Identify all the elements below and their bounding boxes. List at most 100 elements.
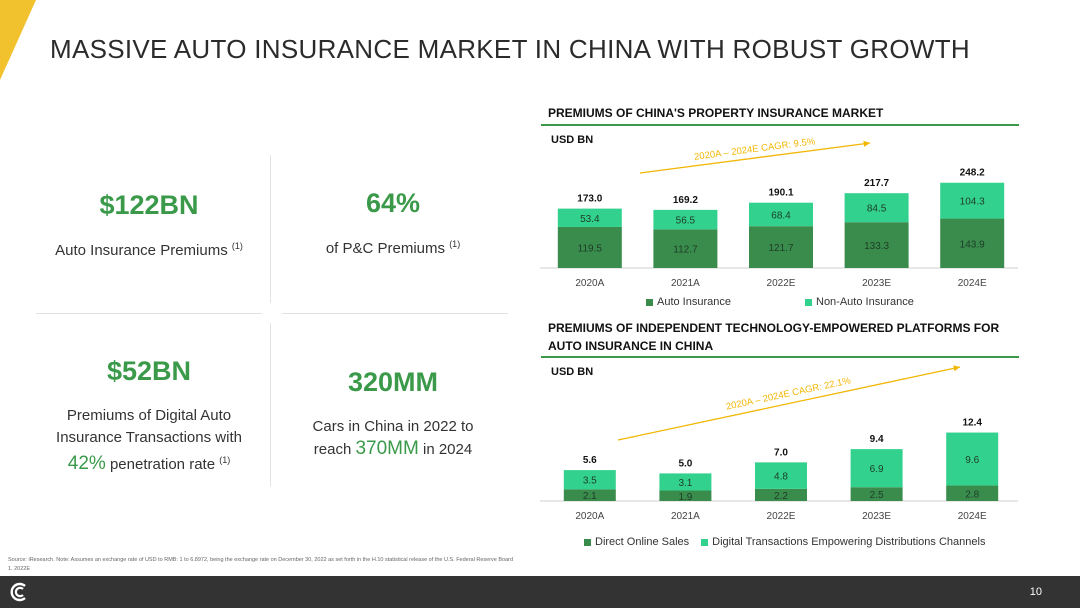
- data-label: 9.6: [965, 455, 979, 466]
- category-tick-label: 2023E: [862, 511, 891, 522]
- data-label: 2.2: [774, 491, 788, 502]
- stat-pc-share: 64% of P&C Premiums (1): [280, 188, 506, 260]
- bar-segment-auto-insurance: [940, 218, 1005, 268]
- category-tick-label: 2023E: [862, 278, 891, 289]
- legend-item: Auto Insurance: [646, 296, 731, 308]
- bar-segment-non-auto-insurance: [653, 209, 718, 230]
- category-tick-label: 2022E: [767, 278, 796, 289]
- bar-segment-auto-insurance: [653, 229, 718, 268]
- data-label: 1.9: [678, 492, 692, 503]
- total-label: 173.0: [577, 194, 602, 205]
- data-label: 68.4: [771, 210, 791, 221]
- legend-item: Non-Auto Insurance: [805, 296, 914, 308]
- stat-value: 320MM: [347, 367, 439, 397]
- stat-desc: Premiums of Digital Auto Insurance Trans…: [56, 407, 242, 474]
- divider: [282, 313, 508, 314]
- category-tick-label: 2020A: [575, 278, 604, 289]
- bar-segment-digital-transactions-empowering-distributions-channels: [659, 473, 712, 491]
- stat-desc: Cars in China in 2022 to reach 370MM in …: [312, 418, 474, 459]
- stat-digital-premiums: $52BN Premiums of Digital Auto Insurance…: [36, 356, 262, 476]
- category-tick-label: 2024E: [958, 511, 987, 522]
- bar-segment-non-auto-insurance: [749, 202, 813, 227]
- divider: [36, 313, 262, 314]
- chart1-rule: [541, 124, 1019, 126]
- data-label: 6.9: [870, 464, 884, 475]
- bar-segment-non-auto-insurance: [557, 208, 622, 227]
- chart2-rule: [541, 356, 1019, 358]
- divider: [270, 323, 271, 486]
- divider: [270, 155, 271, 303]
- stat-auto-premiums: $122BN Auto Insurance Premiums (1): [36, 190, 262, 262]
- bar-segment-direct-online-sales: [563, 489, 616, 501]
- chart1-unit: USD BN: [551, 134, 594, 146]
- stat-desc: of P&C Premiums (1): [325, 239, 461, 257]
- stat-desc: Auto Insurance Premiums (1): [55, 241, 243, 259]
- corner-accent: [0, 0, 36, 80]
- cagr-label: 2020A – 2024E CAGR: 9.5%: [693, 136, 816, 163]
- bar-segment-non-auto-insurance: [844, 193, 909, 223]
- bar-segment-direct-online-sales: [946, 485, 999, 501]
- category-tick-label: 2024E: [958, 278, 987, 289]
- total-label: 9.4: [870, 434, 884, 445]
- total-label: 12.4: [962, 418, 982, 429]
- bar-segment-direct-online-sales: [850, 487, 903, 501]
- source-note: Source: iResearch. Note: Assumes an exch…: [8, 557, 514, 572]
- bar-segment-auto-insurance: [844, 222, 909, 268]
- data-label: 3.5: [583, 476, 597, 487]
- page-title: MASSIVE AUTO INSURANCE MARKET IN CHINA W…: [50, 34, 970, 64]
- stat-value: $122BN: [99, 190, 199, 220]
- legend-item: Direct Online Sales: [584, 536, 689, 548]
- bar-segment-digital-transactions-empowering-distributions-channels: [755, 462, 807, 489]
- bar-segment-direct-online-sales: [755, 488, 807, 501]
- cagr-arrow-line: [617, 366, 961, 441]
- bar-segment-digital-transactions-empowering-distributions-channels: [850, 449, 903, 488]
- category-tick-label: 2020A: [575, 511, 604, 522]
- data-label: 4.8: [774, 472, 788, 483]
- total-label: 5.6: [583, 455, 597, 466]
- chart1-plot: 119.5 53.4 173.0 2020A 112.7 56.5 169.2 2021A 12…: [540, 136, 1018, 289]
- category-tick-label: 2022E: [767, 511, 796, 522]
- data-label: 3.1: [678, 478, 692, 489]
- bar-segment-digital-transactions-empowering-distributions-channels: [563, 470, 616, 490]
- data-label: 119.5: [578, 243, 603, 254]
- total-label: 5.0: [678, 458, 692, 469]
- total-label: 169.2: [673, 195, 698, 206]
- stat-value: $52BN: [106, 356, 192, 386]
- data-label: 53.4: [580, 214, 600, 225]
- legend-item: Digital Transactions Empowering Distribu…: [701, 536, 985, 548]
- data-label: 121.7: [768, 243, 793, 254]
- chart1-title: PREMIUMS OF CHINA'S PROPERTY INSURANCE M…: [548, 106, 884, 120]
- data-label: 143.9: [960, 239, 985, 250]
- bar-segment-auto-insurance: [557, 226, 622, 268]
- total-label: 7.0: [774, 447, 788, 458]
- category-tick-label: 2021A: [671, 278, 700, 289]
- total-label: 190.1: [768, 188, 793, 199]
- data-label: 2.8: [965, 489, 979, 500]
- cagr-arrow-line: [639, 142, 871, 174]
- data-label: 133.3: [864, 241, 889, 252]
- footer-bar: 10: [0, 576, 1080, 608]
- data-label: 56.5: [676, 216, 696, 227]
- category-tick-label: 2021A: [671, 511, 700, 522]
- data-label: 84.5: [867, 204, 887, 215]
- total-label: 217.7: [864, 178, 889, 189]
- bar-segment-direct-online-sales: [659, 490, 712, 501]
- data-label: 2.5: [870, 490, 884, 501]
- stat-value: 64%: [365, 188, 421, 218]
- data-label: 2.1: [583, 491, 597, 502]
- chart2-legend: Direct Online Sales Digital Transactions…: [584, 536, 985, 548]
- bar-segment-auto-insurance: [749, 226, 813, 268]
- company-logo-icon: [10, 582, 26, 602]
- data-label: 104.3: [960, 197, 985, 208]
- cagr-arrow-head: [863, 140, 870, 147]
- bar-segment-digital-transactions-empowering-distributions-channels: [946, 432, 999, 486]
- chart2-title: PREMIUMS OF INDEPENDENT TECHNOLOGY-EMPOW…: [548, 321, 1000, 353]
- data-label: 112.7: [673, 245, 698, 256]
- page-number: 10: [1029, 586, 1042, 598]
- chart2-plot: 2.1 3.5 5.6 2020A 1.9 3.1 5.0 2021A 2.2 4.8 7.0 202…: [540, 365, 1018, 522]
- total-label: 248.2: [960, 168, 985, 179]
- chart1-legend: Auto Insurance Non-Auto Insurance: [646, 296, 914, 308]
- stat-cars: 320MM Cars in China in 2022 to reach 370…: [280, 367, 506, 461]
- chart2-unit: USD BN: [551, 366, 594, 378]
- bar-segment-non-auto-insurance: [940, 182, 1005, 219]
